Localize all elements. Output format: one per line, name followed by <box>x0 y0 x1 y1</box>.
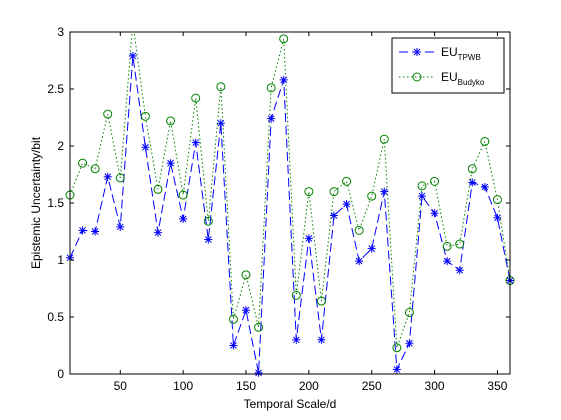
data-point-budyko <box>203 216 213 226</box>
y-tick-label: 2 <box>57 139 64 153</box>
data-point-tpwb <box>103 172 112 181</box>
y-axis-ticks: 0 0.5 1 1.5 2 2.5 3 <box>47 25 510 381</box>
y-tick-label: 2.5 <box>47 82 64 96</box>
data-point-budyko <box>103 109 113 119</box>
data-point-tpwb <box>405 339 414 348</box>
data-point-tpwb <box>216 119 225 128</box>
data-point-tpwb <box>455 266 464 275</box>
legend-marker <box>412 72 422 82</box>
data-point-budyko <box>492 195 502 205</box>
data-point-tpwb <box>229 341 238 350</box>
data-point-budyko <box>329 187 339 197</box>
legend: EUTPWB EUBudyko <box>391 37 505 94</box>
data-point-tpwb <box>279 75 288 84</box>
data-point-tpwb <box>267 114 276 123</box>
data-point-tpwb <box>430 209 439 218</box>
data-point-tpwb <box>355 257 364 266</box>
x-axis-ticks: 50 100 150 200 250 300 350 <box>114 32 508 393</box>
y-tick-label: 0 <box>57 367 64 381</box>
x-tick-label: 200 <box>299 379 319 393</box>
data-point-budyko <box>392 343 402 353</box>
x-axis-label: Temporal Scale/d <box>244 397 337 411</box>
legend-label: EUTPWB <box>441 45 481 62</box>
data-point-budyko <box>430 176 440 186</box>
y-tick-label: 0.5 <box>47 310 64 324</box>
data-point-budyko <box>140 111 150 121</box>
data-point-budyko <box>115 173 125 183</box>
data-point-tpwb <box>317 335 326 344</box>
data-point-tpwb <box>166 159 175 168</box>
data-point-tpwb <box>380 187 389 196</box>
data-point-budyko <box>367 191 377 201</box>
data-point-budyko <box>153 184 163 194</box>
x-tick-label: 100 <box>173 379 193 393</box>
data-point-tpwb <box>242 306 250 315</box>
data-point-tpwb <box>418 192 426 201</box>
data-point-budyko <box>379 134 389 144</box>
series-line-tpwb <box>69 55 511 373</box>
x-tick-label: 50 <box>114 379 128 393</box>
data-point-budyko <box>254 322 264 332</box>
data-point-tpwb <box>304 234 313 243</box>
data-point-budyko <box>191 93 201 103</box>
lines-layer <box>69 32 511 373</box>
data-point-tpwb <box>342 200 351 209</box>
data-point-budyko <box>316 296 326 306</box>
data-point-budyko <box>304 187 314 197</box>
data-point-budyko <box>90 164 100 174</box>
data-point-tpwb <box>493 213 502 222</box>
data-point-tpwb <box>191 138 200 147</box>
markers-layer <box>65 34 515 377</box>
data-point-budyko <box>228 314 238 324</box>
data-point-budyko <box>417 181 427 191</box>
data-point-budyko <box>241 270 251 280</box>
x-tick-label: 350 <box>487 379 507 393</box>
x-tick-label: 300 <box>425 379 445 393</box>
legend-box <box>391 37 505 94</box>
y-tick-label: 3 <box>57 25 64 39</box>
data-point-budyko <box>480 136 490 146</box>
data-point-tpwb <box>179 214 188 223</box>
data-point-budyko <box>279 34 289 44</box>
data-point-tpwb <box>330 211 338 220</box>
data-point-tpwb <box>443 257 452 266</box>
data-point-tpwb <box>292 335 301 344</box>
data-point-budyko <box>467 164 477 174</box>
data-point-tpwb <box>116 222 125 231</box>
data-point-budyko <box>404 307 414 317</box>
data-point-budyko <box>166 116 176 126</box>
legend-entry-budyko: EUBudyko <box>399 70 485 87</box>
data-point-tpwb <box>204 235 213 244</box>
data-point-tpwb <box>91 227 100 236</box>
data-point-tpwb <box>254 368 263 377</box>
data-point-tpwb <box>367 244 376 253</box>
legend-label: EUBudyko <box>441 70 485 87</box>
data-point-budyko <box>455 239 465 249</box>
x-tick-label: 150 <box>236 379 256 393</box>
data-point-tpwb <box>480 183 489 192</box>
data-point-budyko <box>442 241 452 251</box>
data-point-budyko <box>216 82 226 92</box>
data-point-tpwb <box>78 226 87 235</box>
y-tick-label: 1.5 <box>47 196 64 210</box>
x-tick-label: 250 <box>362 379 382 393</box>
data-point-budyko <box>78 158 88 168</box>
data-point-budyko <box>354 225 364 235</box>
legend-entries: EUTPWB EUBudyko <box>399 45 485 87</box>
data-point-tpwb <box>128 51 137 60</box>
data-point-budyko <box>291 290 301 300</box>
y-axis-label: Epistemic Uncertainty/bit <box>29 136 43 269</box>
y-tick-label: 1 <box>57 253 64 267</box>
data-point-budyko <box>342 176 352 186</box>
data-point-budyko <box>178 190 188 200</box>
legend-entry-tpwb: EUTPWB <box>399 45 481 62</box>
data-point-tpwb <box>141 143 150 152</box>
legend-marker <box>413 48 421 56</box>
data-point-tpwb <box>468 178 477 187</box>
data-point-tpwb <box>154 228 162 237</box>
data-point-budyko <box>266 83 276 93</box>
data-point-tpwb <box>392 365 401 374</box>
